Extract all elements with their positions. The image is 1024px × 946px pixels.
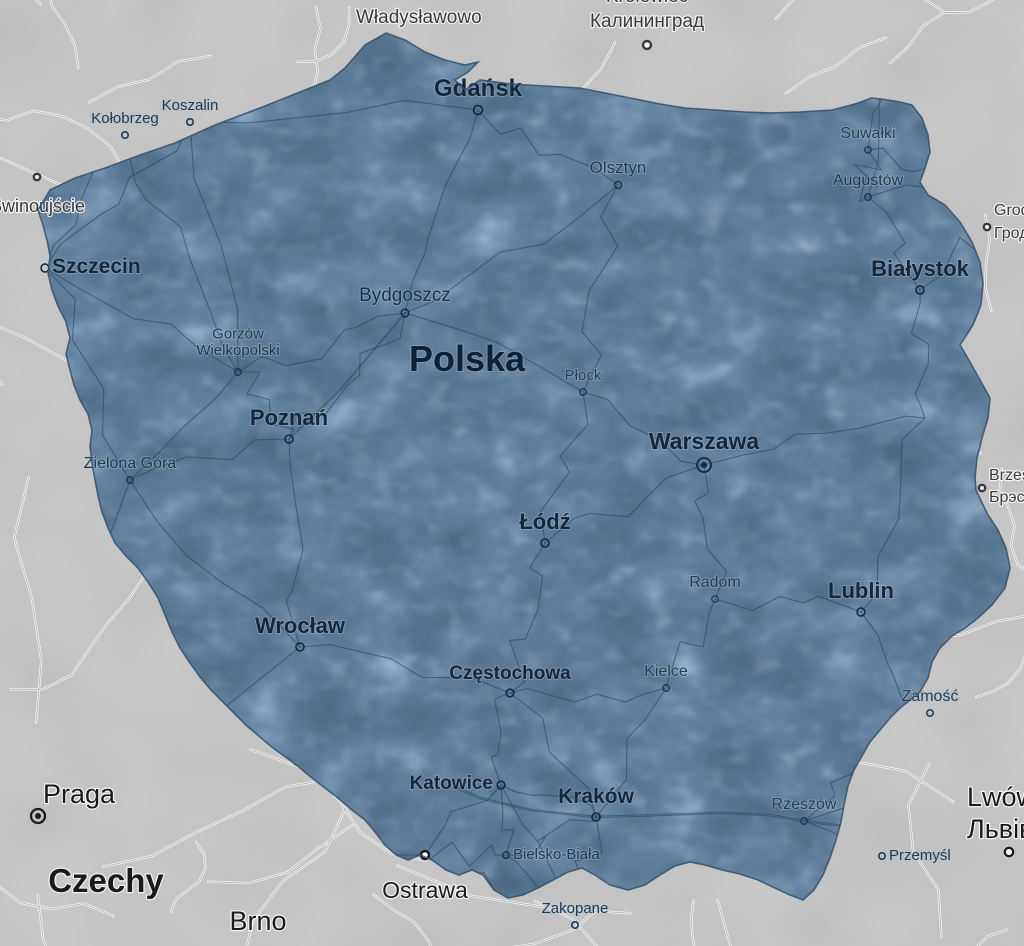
svg-text:Wrocław: Wrocław [255,613,346,638]
svg-text:Lwów: Lwów [967,782,1024,812]
svg-text:Przemyśl: Przemyśl [889,847,951,864]
svg-text:Warszawa: Warszawa [649,428,760,454]
svg-text:Львів: Львів [967,814,1024,844]
svg-text:Kołobrzeg: Kołobrzeg [91,110,159,127]
svg-text:Brzesc: Brzesc [989,467,1024,484]
svg-text:Kraków: Kraków [558,785,635,808]
svg-text:Brno: Brno [229,906,286,936]
svg-text:Zielona Góra: Zielona Góra [84,455,177,472]
svg-text:Szczecin: Szczecin [52,255,141,278]
svg-text:Zamość: Zamość [902,688,959,705]
svg-text:Гродно: Гродно [994,225,1024,242]
svg-text:Częstochowa: Częstochowa [449,663,571,684]
svg-text:Kielce: Kielce [644,663,688,680]
svg-text:Gorzów: Gorzów [212,325,264,342]
svg-text:Bydgoszcz: Bydgoszcz [359,285,451,306]
svg-text:Ostrawa: Ostrawa [382,877,468,903]
svg-text:Świnoujście: Świnoujście [0,195,85,216]
svg-text:Łódź: Łódź [519,509,570,534]
svg-text:Брэст: Брэст [989,489,1024,506]
svg-text:Augustów: Augustów [833,172,904,189]
svg-text:Czechy: Czechy [48,862,164,899]
svg-text:Wielkopolski: Wielkopolski [196,342,279,359]
svg-text:Rzeszów: Rzeszów [772,796,837,813]
svg-text:Poznań: Poznań [250,405,328,430]
svg-text:Polska: Polska [409,338,526,379]
svg-text:Suwałki: Suwałki [840,125,895,142]
svg-text:Olsztyn: Olsztyn [590,158,647,177]
svg-text:Lublin: Lublin [828,578,894,603]
svg-text:Gdańsk: Gdańsk [434,75,523,102]
svg-text:Królewiec: Królewiec [606,0,688,7]
svg-text:Калининград: Калининград [590,11,704,32]
svg-text:Praga: Praga [43,779,116,809]
svg-text:Zakopane: Zakopane [542,900,609,917]
svg-text:Bielsko-Biała: Bielsko-Biała [513,846,600,863]
svg-text:Płock: Płock [565,367,602,384]
svg-text:Białystok: Białystok [871,256,970,281]
svg-text:Radom: Radom [689,574,741,591]
svg-text:Grodno: Grodno [994,202,1024,219]
svg-text:Koszalin: Koszalin [162,97,219,114]
svg-text:Władysławowo: Władysławowo [356,7,482,28]
svg-text:Katowice: Katowice [410,773,493,794]
